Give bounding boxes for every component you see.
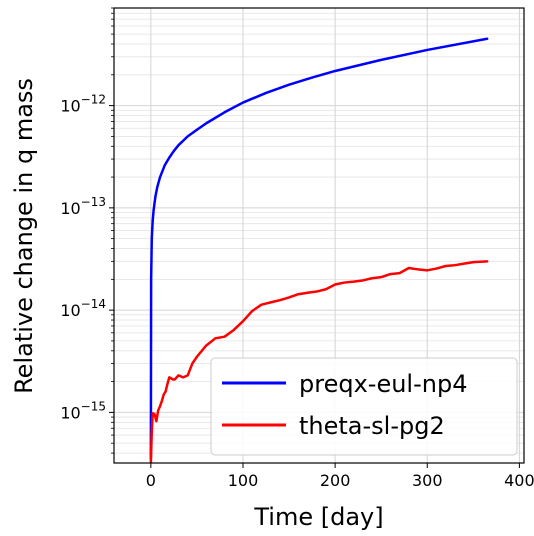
y-tick-label: 10−15 bbox=[60, 399, 106, 422]
y-tick-label: 10−13 bbox=[60, 195, 106, 218]
x-tick-label: 200 bbox=[320, 471, 351, 490]
x-tick-label: 400 bbox=[504, 471, 534, 490]
series-line-preqx-eul-np4 bbox=[149, 37, 489, 461]
legend-label-preqx-eul-np4: preqx-eul-np4 bbox=[299, 370, 467, 398]
x-axis-label: Time [day] bbox=[253, 503, 383, 531]
y-tick-label: 10−14 bbox=[60, 297, 106, 320]
x-tick-label: 100 bbox=[228, 471, 259, 490]
legend-box bbox=[210, 357, 518, 456]
y-axis-ticks: 10−15 10−14 10−13 10−12 bbox=[60, 7, 114, 454]
series-line-theta-sl-pg2 bbox=[149, 260, 489, 463]
y-tick-label: 10−12 bbox=[60, 93, 106, 116]
plot-frame bbox=[113, 7, 525, 464]
x-tick-label: 0 bbox=[146, 471, 156, 490]
x-tick-label: 300 bbox=[412, 471, 443, 490]
series-layer bbox=[149, 37, 489, 463]
legend: preqx-eul-np4 theta-sl-pg2 bbox=[210, 357, 518, 456]
x-axis-ticks: 0 100 200 300 400 bbox=[146, 463, 534, 490]
legend-label-theta-sl-pg2: theta-sl-pg2 bbox=[299, 412, 445, 440]
y-axis-label: Relative change in q mass bbox=[10, 78, 38, 394]
